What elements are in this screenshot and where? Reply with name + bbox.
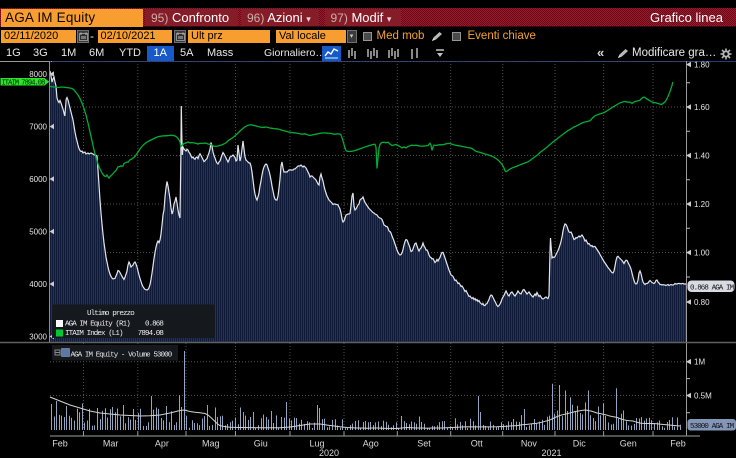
svg-text:3000: 3000 xyxy=(29,333,47,342)
svg-text:0.868 AGA IM: 0.868 AGA IM xyxy=(690,285,735,293)
svg-text:1.20: 1.20 xyxy=(694,200,710,209)
svg-text:0.5M: 0.5M xyxy=(694,392,712,401)
svg-text:0.868: 0.868 xyxy=(145,321,163,329)
svg-text:5000: 5000 xyxy=(29,228,47,237)
svg-text:Feb: Feb xyxy=(52,439,68,449)
svg-text:6000: 6000 xyxy=(29,175,47,184)
svg-text:Feb: Feb xyxy=(670,439,686,449)
svg-text:Mag: Mag xyxy=(202,439,220,449)
svg-text:AGA IM Equity - Volume 53000: AGA IM Equity - Volume 53000 xyxy=(71,352,173,360)
svg-text:2021: 2021 xyxy=(541,448,561,458)
svg-text:1.80: 1.80 xyxy=(694,61,710,70)
svg-text:1.40: 1.40 xyxy=(694,152,710,161)
svg-text:7894.08: 7894.08 xyxy=(138,330,164,338)
svg-text:1.60: 1.60 xyxy=(694,103,710,112)
svg-text:Apr: Apr xyxy=(155,439,169,449)
svg-text:Gen: Gen xyxy=(620,439,637,449)
svg-text:1M: 1M xyxy=(694,358,705,367)
svg-text:Mar: Mar xyxy=(103,439,119,449)
svg-text:Nov: Nov xyxy=(521,439,538,449)
svg-text:AGA IM Equity (R1): AGA IM Equity (R1) xyxy=(65,321,130,329)
svg-text:4000: 4000 xyxy=(29,280,47,289)
svg-text:Dic: Dic xyxy=(573,439,586,449)
svg-text:0.80: 0.80 xyxy=(694,298,710,307)
svg-text:Lug: Lug xyxy=(309,439,324,449)
svg-text:ITAIM Index (L1): ITAIM Index (L1) xyxy=(65,330,123,338)
svg-text:Set: Set xyxy=(417,439,431,449)
svg-text:Ott: Ott xyxy=(471,439,484,449)
svg-text:Ago: Ago xyxy=(363,439,379,449)
svg-text:7000: 7000 xyxy=(29,123,47,132)
svg-text:ITAIM 7894.08: ITAIM 7894.08 xyxy=(2,79,46,87)
svg-text:53000 AGA IM: 53000 AGA IM xyxy=(690,423,735,431)
svg-text:1.00: 1.00 xyxy=(694,249,710,258)
svg-text:Giu: Giu xyxy=(254,439,268,449)
svg-text:2020: 2020 xyxy=(319,448,339,458)
svg-text:8000: 8000 xyxy=(29,70,47,79)
svg-text:Ultimo prezzo: Ultimo prezzo xyxy=(87,310,135,318)
